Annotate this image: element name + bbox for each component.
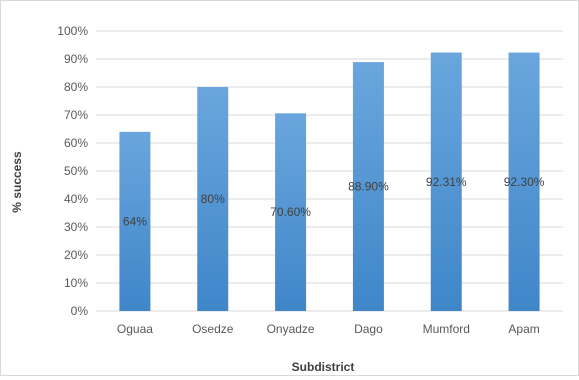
x-axis-title: Subdistrict (292, 360, 355, 374)
y-tick-label: 70% (64, 108, 88, 122)
y-tick-label: 30% (64, 220, 88, 234)
y-tick-label: 90% (64, 52, 88, 66)
data-label: 92.30% (504, 175, 545, 189)
bars (119, 52, 540, 312)
y-tick-label: 40% (64, 192, 88, 206)
x-tick-label: Mumford (423, 322, 470, 336)
y-tick-label: 0% (71, 304, 89, 318)
gridlines (96, 30, 563, 312)
y-tick-label: 100% (57, 24, 88, 38)
bar-dago (352, 62, 384, 311)
bar-apam (508, 52, 540, 312)
y-tick-label: 20% (64, 248, 88, 262)
y-tick-label: 10% (64, 276, 88, 290)
bar-oguaa (119, 131, 151, 311)
data-label: 70.60% (270, 205, 311, 219)
bar-osedze (197, 87, 229, 311)
x-tick-label: Apam (508, 322, 539, 336)
y-axis-title: % success (10, 151, 24, 213)
x-axis-tick-labels: Oguaa Osedze Onyadze Dago Mumford Apam (117, 322, 540, 336)
x-tick-label: Oguaa (117, 322, 153, 336)
y-tick-label: 50% (64, 164, 88, 178)
y-tick-label: 60% (64, 136, 88, 150)
x-tick-label: Onyadze (267, 322, 315, 336)
bar-onyadze (275, 113, 307, 311)
data-labels: 64% 80% 70.60% 88.90% 92.31% 92.30% (123, 175, 545, 229)
y-axis-tick-labels: 0% 10% 20% 30% 40% 50% 60% 70% 80% 90% 100% (57, 24, 88, 318)
bar-mumford (430, 52, 462, 311)
data-label: 64% (123, 214, 147, 228)
data-label: 92.31% (426, 175, 467, 189)
y-tick-label: 80% (64, 80, 88, 94)
x-tick-label: Osedze (192, 322, 234, 336)
data-label: 80% (201, 192, 225, 206)
x-tick-label: Dago (354, 322, 383, 336)
data-label: 88.90% (348, 180, 389, 194)
